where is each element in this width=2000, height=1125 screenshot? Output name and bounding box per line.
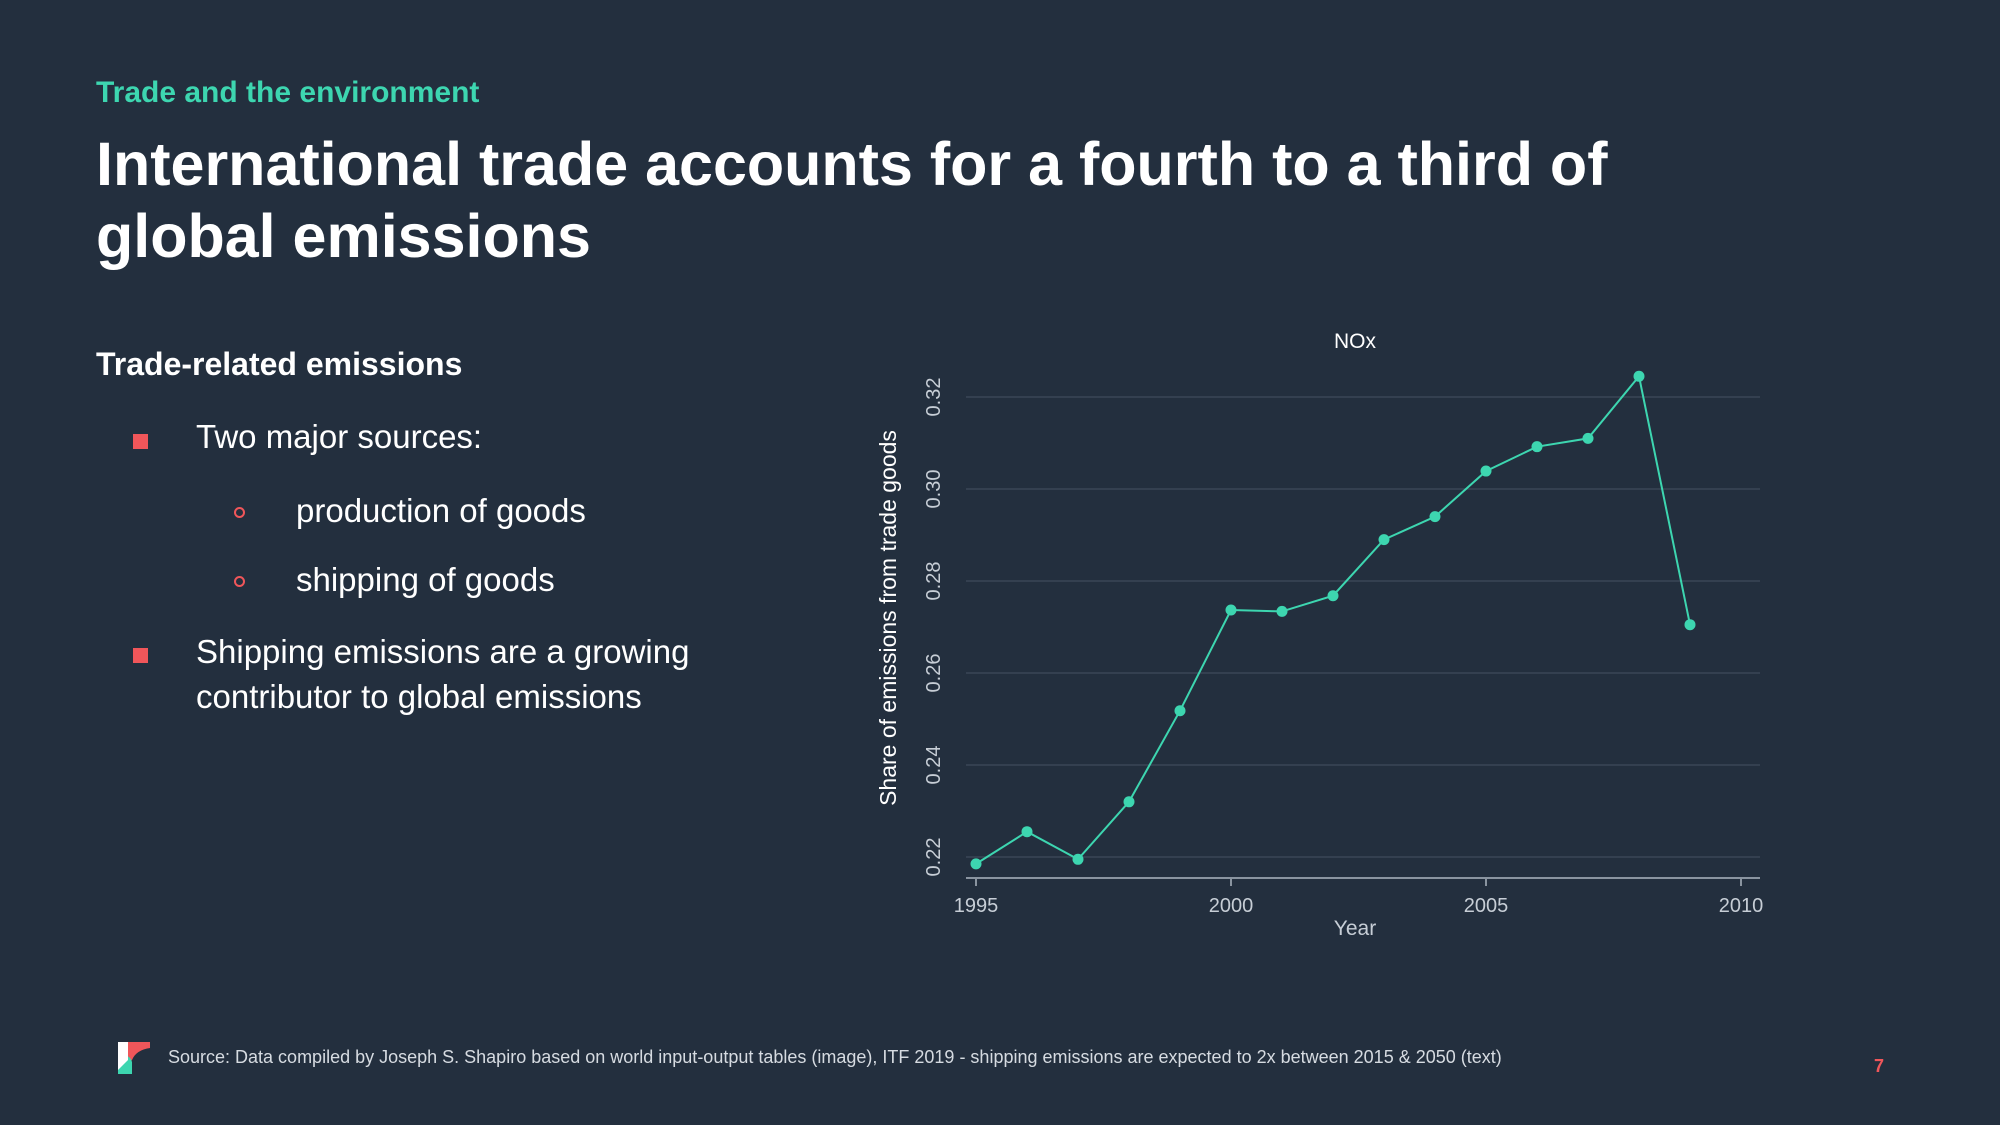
- data-point: [970, 858, 982, 870]
- data-point: [1480, 465, 1492, 477]
- y-tick-label: 0.28: [923, 562, 945, 601]
- logo-icon: [118, 1042, 150, 1074]
- data-point: [1174, 705, 1186, 717]
- sub-bullet-item: shipping of goods: [296, 561, 555, 598]
- data-point: [1684, 619, 1696, 631]
- y-tick-label: 0.24: [923, 746, 945, 785]
- bullet-line: Shipping emissions are a growing: [196, 633, 690, 670]
- page-number: 7: [1874, 1056, 1885, 1076]
- x-tick-label: 2005: [1464, 895, 1509, 917]
- y-tick-label: 0.32: [923, 378, 945, 417]
- bullet-line: contributor to global emissions: [196, 678, 642, 715]
- section-heading: Trade-related emissions: [96, 346, 463, 382]
- x-tick-label: 2010: [1719, 895, 1764, 917]
- data-point: [1225, 604, 1237, 616]
- chart-title: NOx: [1334, 330, 1377, 353]
- data-point: [1021, 826, 1033, 838]
- bullet-item: Shipping emissions are a growing contrib…: [196, 629, 689, 719]
- sub-bullet-item: production of goods: [296, 492, 586, 529]
- sub-bullet-circle-icon: [234, 507, 245, 518]
- y-tick-label: 0.22: [923, 838, 945, 877]
- data-point: [1429, 511, 1441, 523]
- data-point: [1378, 534, 1390, 546]
- data-point: [1633, 370, 1645, 382]
- footer-source: Source: Data compiled by Joseph S. Shapi…: [168, 1047, 1502, 1067]
- data-point: [1327, 590, 1339, 602]
- slide-title: International trade accounts for a fourt…: [96, 130, 1608, 270]
- y-tick-label: 0.30: [923, 470, 945, 509]
- y-tick-label: 0.26: [923, 654, 945, 693]
- data-point: [1582, 432, 1594, 444]
- sub-bullet-circle-icon: [234, 576, 245, 587]
- x-tick-label: 1995: [954, 895, 999, 917]
- bullet-square-icon: [133, 434, 148, 449]
- x-axis-label: Year: [1334, 917, 1376, 940]
- series-line: [975, 374, 1691, 865]
- y-axis-label: Share of emissions from trade goods: [875, 430, 901, 806]
- data-point: [1123, 796, 1135, 808]
- bullet-square-icon: [133, 648, 148, 663]
- x-tick-label: 2000: [1209, 895, 1254, 917]
- bullet-item: Two major sources:: [196, 418, 483, 455]
- data-point: [1276, 605, 1288, 617]
- slide-kicker: Trade and the environment: [96, 76, 480, 109]
- data-point: [1072, 853, 1084, 865]
- data-point: [1531, 441, 1543, 453]
